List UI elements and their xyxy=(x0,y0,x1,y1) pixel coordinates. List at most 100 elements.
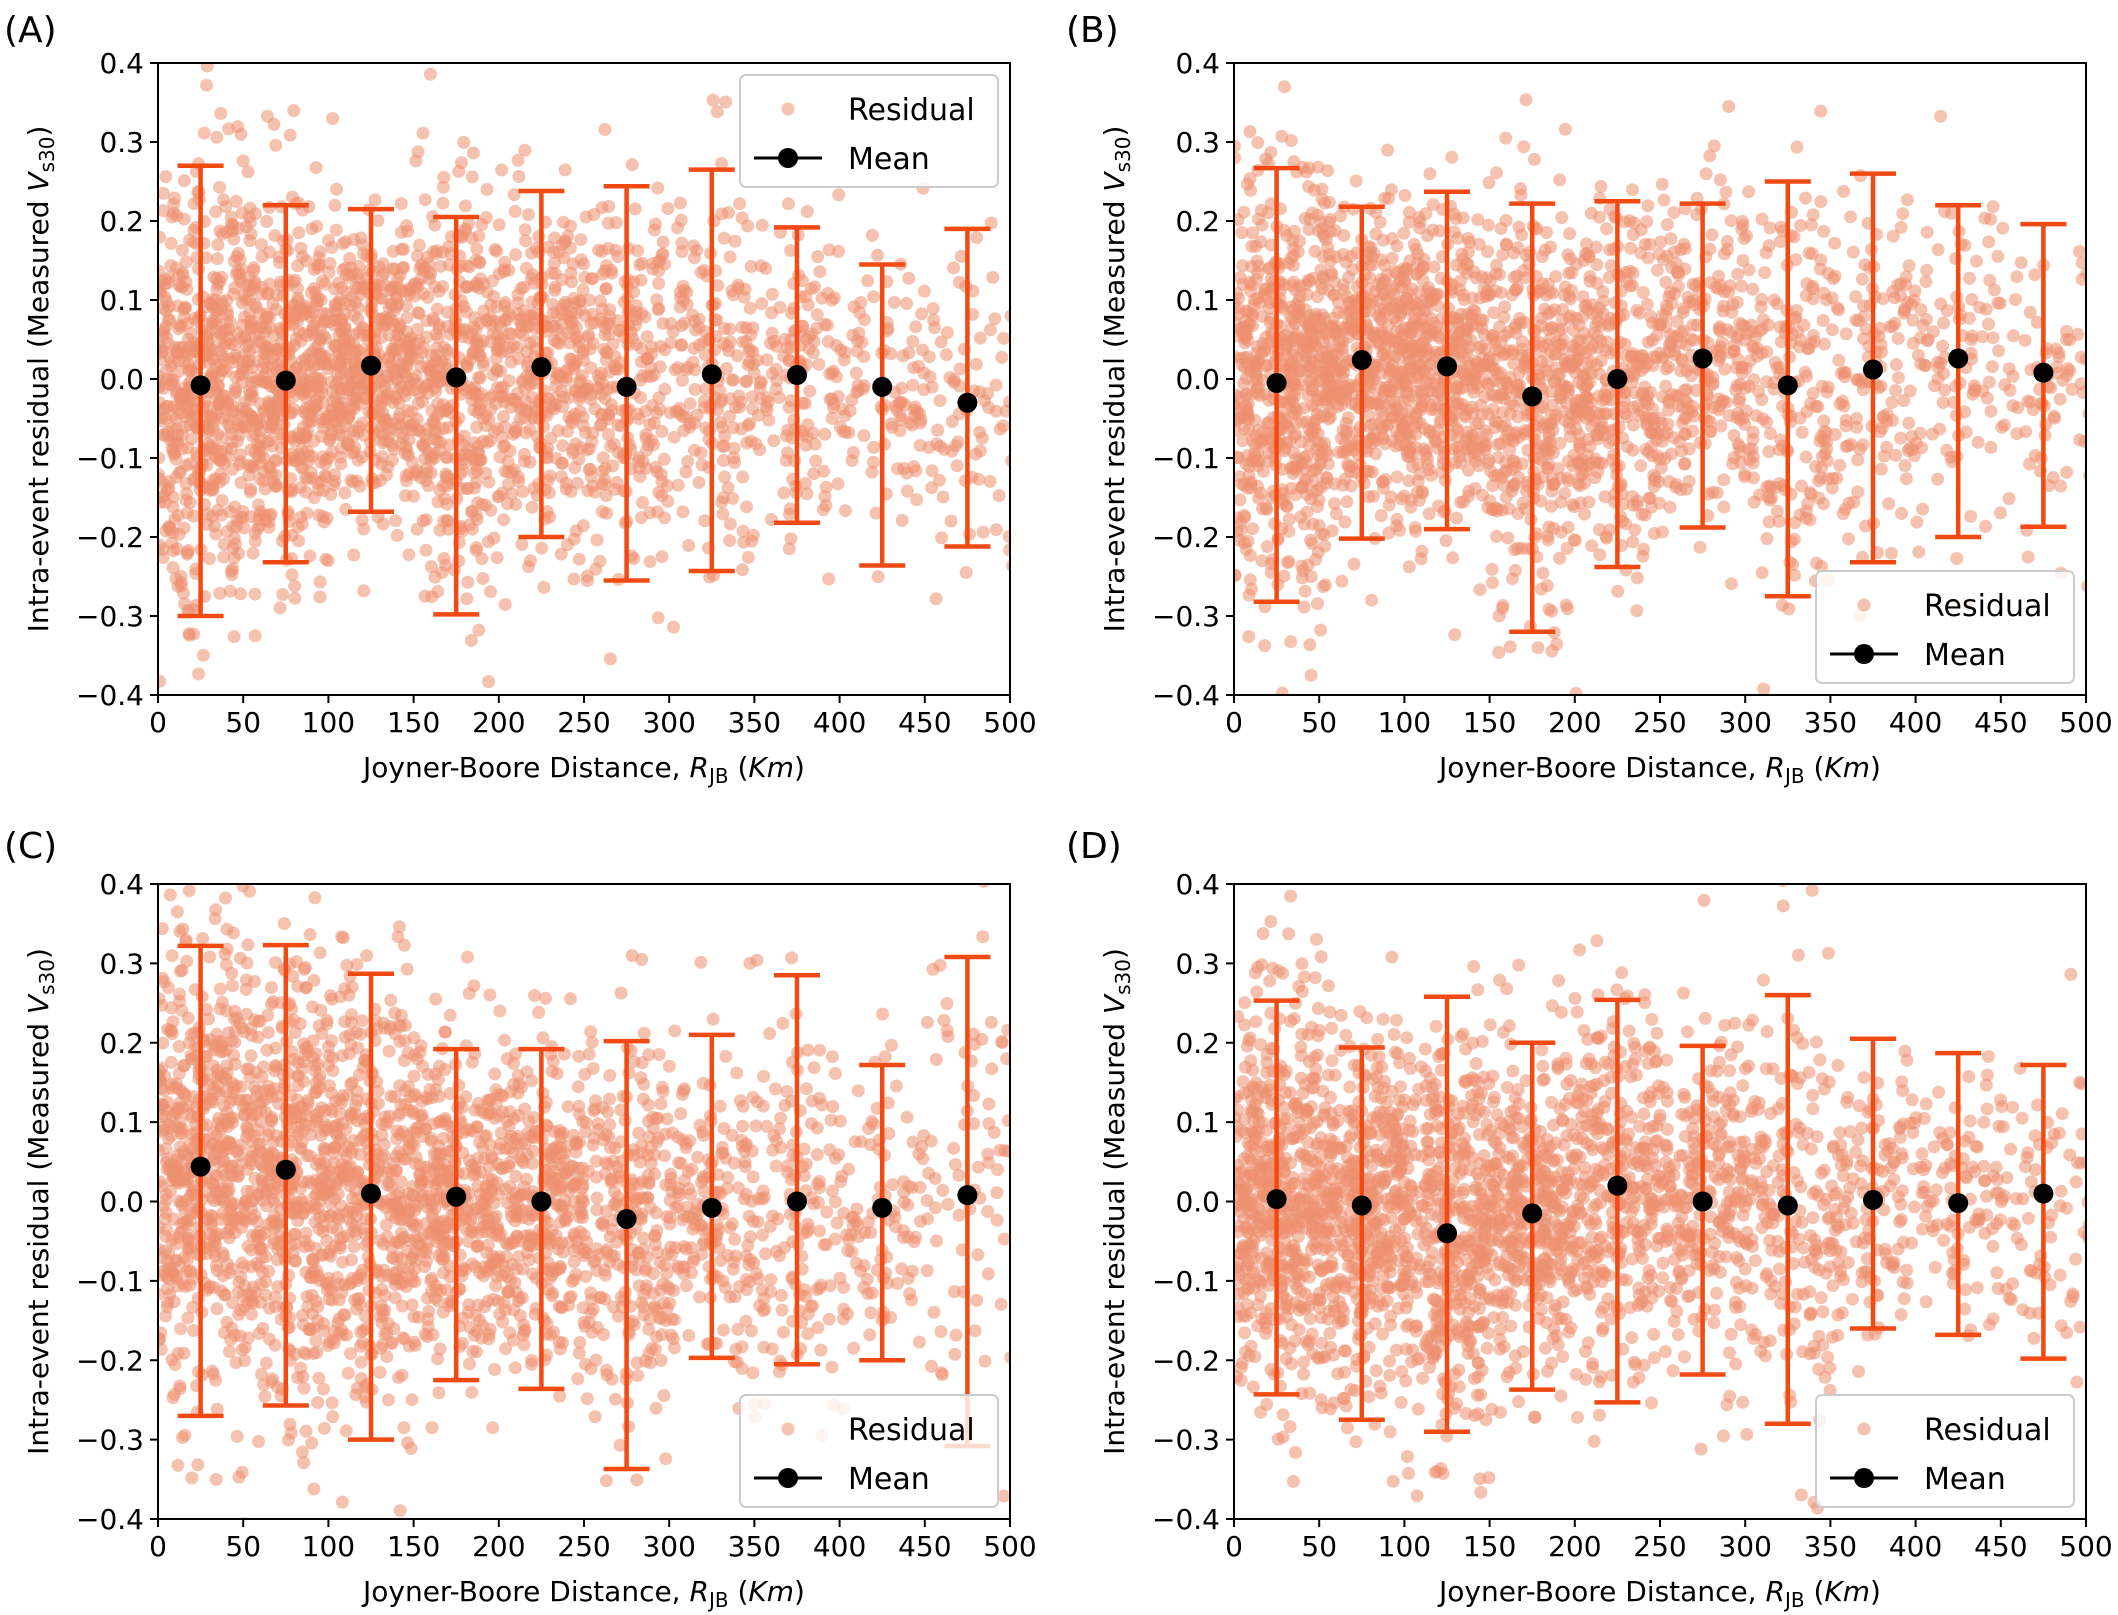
residual-point xyxy=(1408,521,1422,534)
legend-residual-label: Residual xyxy=(848,93,975,128)
residual-point xyxy=(572,452,586,466)
residual-point xyxy=(1462,451,1476,465)
residual-point xyxy=(226,218,240,232)
residual-point xyxy=(1450,511,1463,525)
residual-point xyxy=(1562,383,1575,397)
residual-point xyxy=(1382,191,1396,205)
residual-point xyxy=(1511,241,1525,255)
residual-point xyxy=(1254,203,1268,217)
residual-point xyxy=(1554,495,1568,509)
residual-point xyxy=(169,452,183,466)
residual-point xyxy=(243,201,257,215)
residual-point xyxy=(1234,450,1244,464)
residual-point xyxy=(857,350,871,364)
x-tick-label: 50 xyxy=(225,706,261,739)
residual-point xyxy=(1512,471,1526,484)
residual-point xyxy=(402,548,416,562)
residual-point xyxy=(1377,347,1391,361)
residual-point xyxy=(949,439,963,453)
residual-point xyxy=(291,520,305,534)
residual-point xyxy=(1320,471,1334,485)
residual-point xyxy=(161,372,175,386)
residual-point xyxy=(244,510,258,524)
residual-point xyxy=(1297,401,1311,415)
residual-point xyxy=(257,474,271,488)
residual-point xyxy=(853,306,866,319)
residual-point xyxy=(484,585,497,599)
residual-point xyxy=(915,307,929,321)
residual-point xyxy=(831,477,845,491)
residual-point xyxy=(492,218,506,232)
residual-point xyxy=(394,225,408,239)
residual-point xyxy=(227,630,241,644)
residual-point xyxy=(1295,415,1309,429)
residual-point xyxy=(728,234,742,248)
residual-point xyxy=(895,413,909,427)
residual-point xyxy=(1542,323,1556,337)
residual-point xyxy=(1630,571,1644,585)
residual-point xyxy=(204,348,218,362)
residual-point xyxy=(566,257,580,271)
residual-point xyxy=(1293,310,1306,324)
residual-point xyxy=(264,421,278,435)
residual-point xyxy=(1237,205,1251,219)
residual-point xyxy=(470,333,483,347)
residual-point xyxy=(200,63,214,73)
residual-point xyxy=(838,345,852,359)
residual-point xyxy=(1493,366,1507,380)
residual-point xyxy=(782,542,796,556)
residual-point xyxy=(511,387,524,400)
panel-0: (A)0 50 100 150 200 250 300 350 400 450 500−0.4−0.… xyxy=(4,10,1037,788)
residual-point xyxy=(736,470,750,484)
residual-point xyxy=(698,514,712,528)
residual-point xyxy=(1347,557,1361,571)
residual-point xyxy=(1234,493,1247,507)
residual-point xyxy=(209,527,223,541)
residual-point xyxy=(984,216,998,230)
residual-point xyxy=(519,234,532,248)
residual-point xyxy=(520,359,534,372)
residual-point xyxy=(1536,566,1550,580)
residual-point xyxy=(419,543,433,557)
residual-point xyxy=(1465,400,1479,414)
residual-point xyxy=(436,196,450,210)
residual-point xyxy=(273,390,287,404)
residual-point xyxy=(1611,584,1625,598)
residual-point xyxy=(1427,260,1441,274)
residual-point xyxy=(1445,150,1459,164)
residual-point xyxy=(1461,463,1475,477)
residual-point xyxy=(578,385,591,399)
residual-point xyxy=(1404,440,1417,454)
residual-point xyxy=(1275,129,1289,143)
residual-point xyxy=(953,362,967,376)
residual-point xyxy=(535,541,549,555)
residual-point xyxy=(988,312,1002,326)
residual-point xyxy=(1005,454,1010,468)
residual-point xyxy=(163,313,177,327)
residual-point xyxy=(1501,433,1515,447)
residual-point xyxy=(1238,331,1252,345)
residual-point xyxy=(925,464,939,478)
residual-point xyxy=(578,425,592,439)
residual-point xyxy=(746,528,760,542)
residual-point xyxy=(509,248,523,262)
residual-point xyxy=(717,322,731,335)
residual-point xyxy=(172,322,186,336)
residual-point xyxy=(639,428,653,442)
residual-point xyxy=(192,667,206,681)
residual-point xyxy=(220,395,234,409)
residual-point xyxy=(1499,131,1513,145)
residual-point xyxy=(1487,306,1501,320)
residual-point xyxy=(1400,262,1414,276)
residual-point xyxy=(254,456,268,470)
residual-point xyxy=(221,308,235,322)
residual-point xyxy=(304,414,317,428)
residual-point xyxy=(811,250,825,264)
x-axis-label: Joyner-Boore Distance, RJB (Km) xyxy=(361,751,805,788)
residual-point xyxy=(1465,380,1479,394)
residual-point xyxy=(322,451,336,465)
residual-point xyxy=(200,400,214,414)
residual-point xyxy=(1337,283,1351,297)
residual-point xyxy=(564,485,578,498)
y-tick-label: −0.1 xyxy=(76,442,144,475)
